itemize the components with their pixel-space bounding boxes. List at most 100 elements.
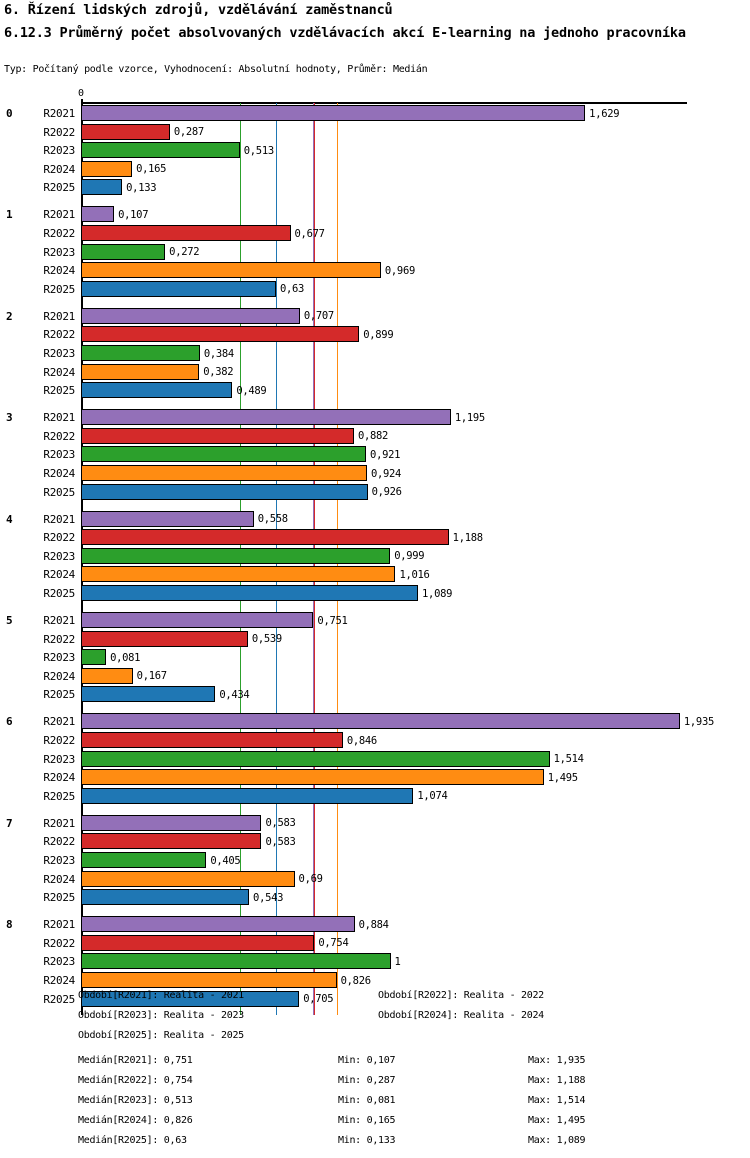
legend-min-0: Min: 0,107	[338, 1055, 396, 1066]
bar-value-0-R2023: 0,513	[243, 144, 274, 157]
row-label-4-R2025: R2025	[43, 587, 75, 600]
bar-4-R2023[interactable]	[81, 547, 391, 564]
bar-value-7-R2021: 0,583	[265, 817, 296, 830]
bar-6-R2024[interactable]	[81, 769, 544, 786]
bar-value-5-R2024: 0,167	[136, 670, 167, 683]
bar-7-R2025[interactable]	[81, 889, 250, 906]
bar-8-R2025[interactable]	[81, 990, 300, 1007]
row-label-0-R2022: R2022	[43, 125, 75, 139]
group-number-8: 8	[6, 918, 13, 932]
bar-3-R2021[interactable]	[81, 409, 451, 426]
row-label-2-R2023: R2023	[43, 347, 75, 360]
bar-6-R2025[interactable]	[81, 787, 414, 804]
bar-1-R2025[interactable]	[81, 280, 276, 297]
row-label-2-R2025: R2025	[43, 384, 75, 398]
bar-7-R2021[interactable]	[81, 814, 262, 831]
bar-value-6-R2024: 1,495	[547, 771, 578, 784]
row-label-3-R2025: R2025	[43, 485, 75, 499]
legend-median-4: Medián[R2025]: 0,63	[78, 1135, 187, 1146]
bar-value-2-R2021: 0,707	[303, 310, 334, 323]
group-number-4: 4	[6, 512, 13, 526]
bar-6-R2022[interactable]	[81, 732, 343, 748]
bar-4-R2024[interactable]	[81, 566, 396, 583]
bar-7-R2022[interactable]	[81, 833, 262, 850]
bar-5-R2025[interactable]	[81, 686, 216, 703]
row-label-4-R2022: R2022	[43, 531, 75, 545]
row-label-6-R2023: R2023	[43, 752, 75, 766]
bar-4-R2022[interactable]	[81, 529, 449, 546]
bar-2-R2022[interactable]	[81, 326, 360, 343]
row-label-7-R2023: R2023	[43, 854, 75, 867]
bar-7-R2023[interactable]	[81, 852, 207, 868]
bar-value-1-R2024: 0,969	[384, 264, 415, 277]
row-label-6-R2024: R2024	[43, 771, 75, 785]
bar-chart: 0 0 R2021 1,629 R2022 0,287 R2023 0,513 R2024 0,1…	[0, 88, 750, 1016]
bar-value-4-R2021: 0,558	[257, 513, 288, 526]
report-section-title: 6. Řízení lidských zdrojů, vzdělávání za…	[4, 2, 393, 18]
bar-8-R2023[interactable]	[81, 953, 391, 970]
bar-value-0-R2022: 0,287	[173, 126, 204, 139]
bar-3-R2024[interactable]	[81, 465, 367, 481]
bar-value-8-R2022: 0,754	[318, 937, 349, 950]
bar-4-R2025[interactable]	[81, 585, 419, 601]
page-title: 6.12.3 Průměrný počet absolvovaných vzdě…	[4, 25, 686, 41]
bar-1-R2024[interactable]	[81, 262, 381, 279]
bar-value-6-R2022: 0,846	[346, 734, 377, 747]
bar-value-4-R2022: 1,188	[452, 531, 483, 544]
bar-2-R2025[interactable]	[81, 382, 233, 399]
bar-3-R2023[interactable]	[81, 446, 367, 463]
bar-8-R2024[interactable]	[81, 972, 337, 988]
group-number-3: 3	[6, 411, 13, 425]
bar-4-R2021[interactable]	[81, 510, 254, 527]
bar-value-0-R2025: 0,133	[126, 181, 157, 194]
bar-0-R2025[interactable]	[81, 179, 123, 196]
row-label-6-R2021: R2021	[43, 715, 75, 729]
bar-value-1-R2021: 0,107	[118, 208, 149, 221]
bar-0-R2022[interactable]	[81, 123, 170, 140]
bar-value-3-R2024: 0,924	[370, 467, 402, 480]
bar-value-7-R2023: 0,405	[210, 854, 241, 867]
bar-3-R2025[interactable]	[81, 483, 368, 500]
bar-value-6-R2023: 1,514	[553, 753, 584, 766]
row-label-5-R2021: R2021	[43, 614, 75, 627]
bar-0-R2024[interactable]	[81, 160, 133, 177]
bar-0-R2021[interactable]	[81, 105, 586, 121]
group-number-1: 1	[6, 208, 13, 222]
bar-8-R2022[interactable]	[81, 934, 315, 951]
bar-value-4-R2023: 0,999	[394, 550, 425, 563]
bar-5-R2023[interactable]	[81, 649, 107, 666]
bar-1-R2023[interactable]	[81, 243, 166, 260]
row-label-5-R2025: R2025	[43, 688, 75, 702]
bar-5-R2021[interactable]	[81, 612, 314, 628]
row-label-8-R2021: R2021	[43, 918, 75, 932]
bar-2-R2023[interactable]	[81, 345, 200, 361]
row-label-3-R2024: R2024	[43, 467, 75, 480]
bar-2-R2021[interactable]	[81, 307, 300, 324]
row-label-5-R2024: R2024	[43, 669, 75, 683]
bar-0-R2023[interactable]	[81, 142, 240, 159]
bar-7-R2024[interactable]	[81, 870, 295, 887]
bar-5-R2024[interactable]	[81, 667, 133, 684]
bar-value-8-R2024: 0,826	[340, 974, 371, 987]
bar-value-5-R2022: 0,539	[251, 633, 282, 646]
legend-period-4: Období[R2025]: Realita - 2025	[78, 1030, 244, 1041]
bar-2-R2024[interactable]	[81, 363, 200, 380]
row-label-6-R2025: R2025	[43, 789, 75, 803]
bar-3-R2022[interactable]	[81, 427, 354, 444]
row-label-3-R2021: R2021	[43, 411, 75, 425]
bar-8-R2021[interactable]	[81, 916, 355, 933]
row-label-1-R2024: R2024	[43, 264, 75, 278]
group-number-0: 0	[6, 107, 13, 120]
axis-zero-label: 0	[78, 88, 85, 99]
legend-median-3: Medián[R2024]: 0,826	[78, 1115, 193, 1126]
bar-6-R2021[interactable]	[81, 713, 680, 730]
group-number-5: 5	[6, 614, 13, 627]
bar-5-R2022[interactable]	[81, 630, 248, 647]
legend-min-2: Min: 0,081	[338, 1095, 396, 1106]
bar-1-R2022[interactable]	[81, 225, 291, 241]
legend-min-4: Min: 0,133	[338, 1135, 396, 1146]
bar-1-R2021[interactable]	[81, 206, 115, 223]
row-label-8-R2025: R2025	[43, 992, 75, 1006]
row-label-2-R2022: R2022	[43, 328, 75, 342]
bar-6-R2023[interactable]	[81, 750, 550, 767]
